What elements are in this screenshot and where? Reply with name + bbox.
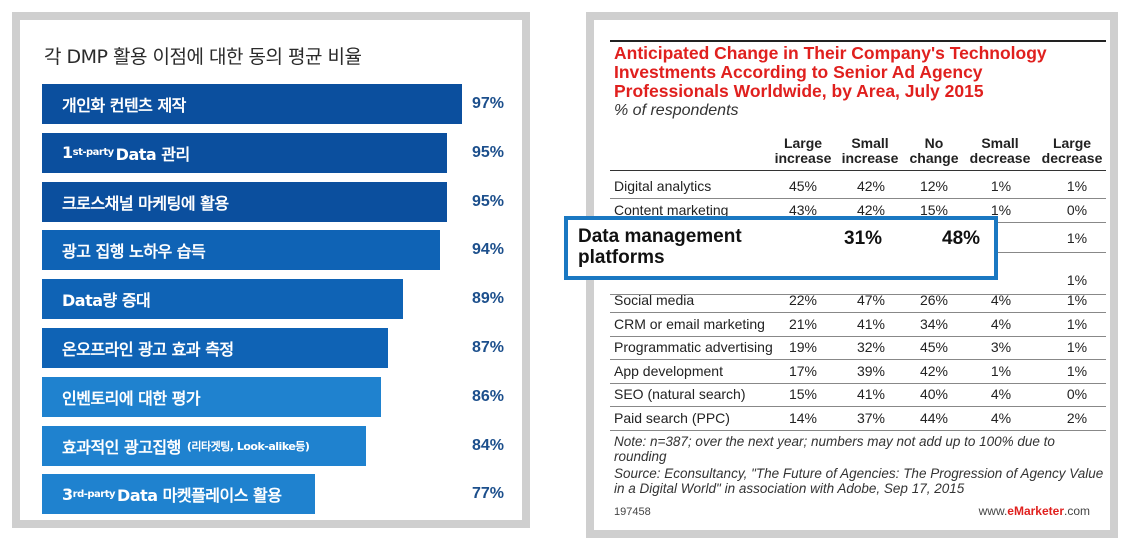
cell-bottom-6-3: 44% [919, 410, 949, 426]
top-rule [610, 40, 1106, 42]
row-label-top-1: Digital analytics [614, 178, 712, 194]
cell-bottom-4-1: 17% [788, 362, 818, 379]
table-source: Source: Econsultancy, "The Future of Age… [614, 466, 1104, 496]
row-rule [610, 430, 1106, 431]
bar-1: 개인화 컨텐츠 제작 [42, 84, 462, 124]
highlight-large-increase: 31% [844, 228, 883, 249]
cell-bottom-2-4: 4% [990, 315, 1012, 332]
cell-bottom-1-1: 22% [788, 292, 818, 308]
bar-8: 효과적인 광고집행 (리타겟팅, Look-alike등) [42, 425, 366, 466]
cell-bottom-3-5: 1% [1066, 339, 1088, 356]
cell-bottom-5-1: 15% [788, 386, 818, 403]
bar-value-8: 84% [472, 436, 505, 454]
korean-bar-chart-panel: 각 DMP 활용 이점에 대한 동의 평균 비율 개인화 컨텐츠 제작 97% 1 s… [12, 12, 530, 528]
bar-value-4: 94% [472, 241, 505, 259]
row-rule [610, 312, 1106, 313]
cell-bottom-1-5: 1% [1066, 292, 1088, 308]
cell-bottom-1-2: 47% [856, 292, 886, 308]
col-head-small-decrease: Small decrease [969, 135, 1031, 166]
bar-value-3: 95% [472, 192, 505, 210]
table-subtitle: % of respondents [614, 102, 739, 119]
bar-6: 온오프라인 광고 효과 측정 [42, 328, 388, 368]
row-rule [610, 382, 1106, 384]
row-label-bottom-6: Paid search (PPC) [614, 410, 730, 426]
cell-bottom-2-3: 34% [919, 315, 949, 332]
row-rule [610, 294, 1106, 295]
cell-bottom-2-5: 1% [1066, 315, 1088, 332]
highlight-label: Data management platforms [578, 226, 742, 268]
cell-top-2-1: 43% [788, 202, 818, 218]
cell-top-1-5: 1% [1066, 178, 1088, 194]
cell-bottom-1-3: 26% [919, 292, 949, 308]
cell-bottom-5-4: 4% [990, 386, 1012, 403]
cell-bottom-2-1: 21% [788, 315, 818, 332]
bar-value-9: 77% [472, 485, 505, 503]
cell-bottom-3-3: 45% [919, 339, 949, 356]
cell-top-1-3: 12% [919, 178, 949, 194]
row-label-bottom-4: App development [614, 362, 723, 379]
cell-top-1-2: 42% [856, 178, 886, 194]
cell-bottom-5-3: 40% [919, 386, 949, 403]
row-rule [610, 406, 1106, 408]
bar-3: 크로스채널 마케팅에 활용 [42, 181, 447, 222]
table-title: Anticipated Change in Their Company's Te… [614, 43, 1047, 101]
col-head-no-change: No change [909, 135, 959, 166]
bar-value-1: 97% [472, 95, 505, 112]
cell-bottom-6-5: 2% [1066, 410, 1088, 426]
col-head-small-increase: Small increase [841, 135, 899, 166]
cell-bottom-4-2: 39% [856, 362, 886, 379]
bar-2: 1 st-party Data 관리 [42, 132, 447, 173]
row-label-bottom-5: SEO (natural search) [614, 386, 746, 403]
cell-bottom-4-5: 1% [1066, 362, 1088, 379]
bar-value-5: 89% [472, 290, 505, 308]
cell-top-2-3: 15% [919, 202, 949, 218]
bar-7: 인벤토리에 대한 평가 [42, 376, 381, 417]
row-label-top-2: Content marketing [614, 202, 729, 218]
highlight-small-increase: 48% [942, 228, 981, 249]
cell-bottom-2-2: 41% [856, 315, 886, 332]
bar-value-2: 95% [472, 143, 505, 161]
bar-value-7: 86% [472, 387, 505, 405]
bar-4: 광고 집행 노하우 습득 [42, 230, 440, 271]
row-label-bottom-3: Programmatic advertising [614, 339, 773, 356]
bar-9: 3 rd-party Data 마켓플레이스 활용 [42, 474, 315, 515]
col-head-large-increase: Large increase [774, 135, 832, 166]
cell-bottom-3-2: 32% [856, 339, 886, 356]
cell-bottom-1-4: 4% [990, 292, 1012, 308]
bar-5: Data량 증대 [42, 279, 403, 320]
cell-bottom-5-2: 41% [856, 386, 886, 403]
row-label-bottom-1: Social media [614, 292, 695, 308]
row-label-bottom-2: CRM or email marketing [614, 315, 765, 332]
cell-top-2-4: 1% [990, 202, 1012, 218]
table-note: Note: n=387; over the next year; numbers… [614, 434, 1055, 464]
bar-value-6: 87% [472, 339, 505, 356]
row-rule [610, 335, 1106, 337]
cell-top-2-2: 42% [856, 202, 886, 218]
emarketer-logo: www.eMarketer.com [978, 504, 1090, 518]
chart-id: 197458 [614, 506, 651, 518]
cell-bottom-5-5: 0% [1066, 386, 1088, 403]
cell-top-2-5: 0% [1066, 202, 1088, 218]
col-head-large-decrease: Large decrease [1041, 135, 1103, 166]
dmp-highlight-callout: Data management platforms 31% 48% [564, 216, 998, 280]
cell-bottom-6-4: 4% [990, 410, 1012, 426]
partial-cell-2: 1% [1066, 272, 1088, 288]
cell-bottom-6-1: 14% [788, 410, 818, 426]
header-rule [610, 170, 1106, 171]
row-rule [610, 198, 1106, 199]
cell-bottom-6-2: 37% [856, 410, 886, 426]
cell-bottom-4-3: 42% [919, 362, 949, 379]
cell-bottom-4-4: 1% [990, 362, 1012, 379]
cell-top-1-1: 45% [788, 178, 818, 194]
cell-bottom-3-1: 19% [788, 339, 818, 356]
partial-cell-1: 1% [1066, 230, 1088, 246]
row-rule [610, 359, 1106, 361]
chart-title: 각 DMP 활용 이점에 대한 동의 평균 비율 [44, 46, 362, 68]
cell-bottom-3-4: 3% [990, 339, 1012, 356]
cell-top-1-4: 1% [990, 178, 1012, 194]
